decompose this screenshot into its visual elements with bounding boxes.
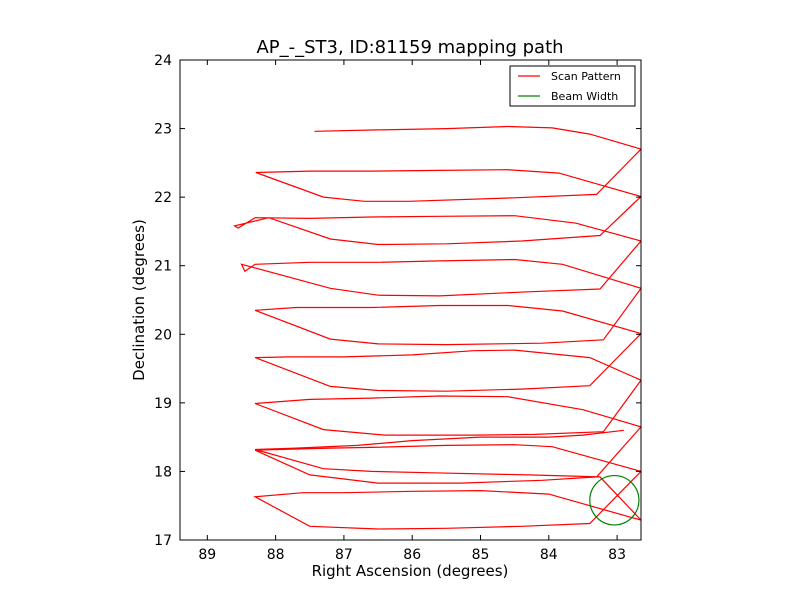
legend-beam-label: Beam Width bbox=[551, 90, 618, 103]
chart-title: AP_-_ST3, ID:81159 mapping path bbox=[256, 37, 563, 58]
x-tick-label: 83 bbox=[608, 547, 626, 563]
y-tick-label: 24 bbox=[154, 53, 172, 69]
legend-scan-label: Scan Pattern bbox=[551, 70, 621, 83]
legend-box bbox=[509, 65, 636, 107]
y-axis-ticks: 17 18 19 20 21 22 23 24 bbox=[154, 53, 641, 549]
y-tick-label: 20 bbox=[154, 327, 172, 343]
x-tick-label: 84 bbox=[540, 547, 558, 563]
x-tick-label: 87 bbox=[335, 547, 353, 563]
plot-area bbox=[233, 125, 641, 530]
plot-frame bbox=[179, 59, 642, 541]
legend: Scan Pattern Beam Width bbox=[509, 65, 636, 107]
x-tick-label: 85 bbox=[472, 547, 490, 563]
y-tick-label: 21 bbox=[154, 259, 172, 275]
x-tick-label: 86 bbox=[403, 547, 421, 563]
y-tick-label: 22 bbox=[154, 190, 172, 206]
x-axis-ticks: 89 88 87 86 85 84 83 bbox=[198, 60, 626, 563]
beam-width-circle bbox=[589, 474, 640, 526]
x-tick-label: 88 bbox=[267, 547, 285, 563]
y-tick-label: 17 bbox=[154, 533, 172, 549]
x-axis-label: Right Ascension (degrees) bbox=[312, 562, 509, 580]
y-axis-label: Declination (degrees) bbox=[130, 219, 148, 381]
x-tick-label: 89 bbox=[198, 547, 216, 563]
y-tick-label: 18 bbox=[154, 464, 172, 480]
scan-pattern-line bbox=[233, 125, 641, 530]
y-tick-label: 19 bbox=[154, 396, 172, 412]
y-tick-label: 23 bbox=[154, 122, 172, 138]
